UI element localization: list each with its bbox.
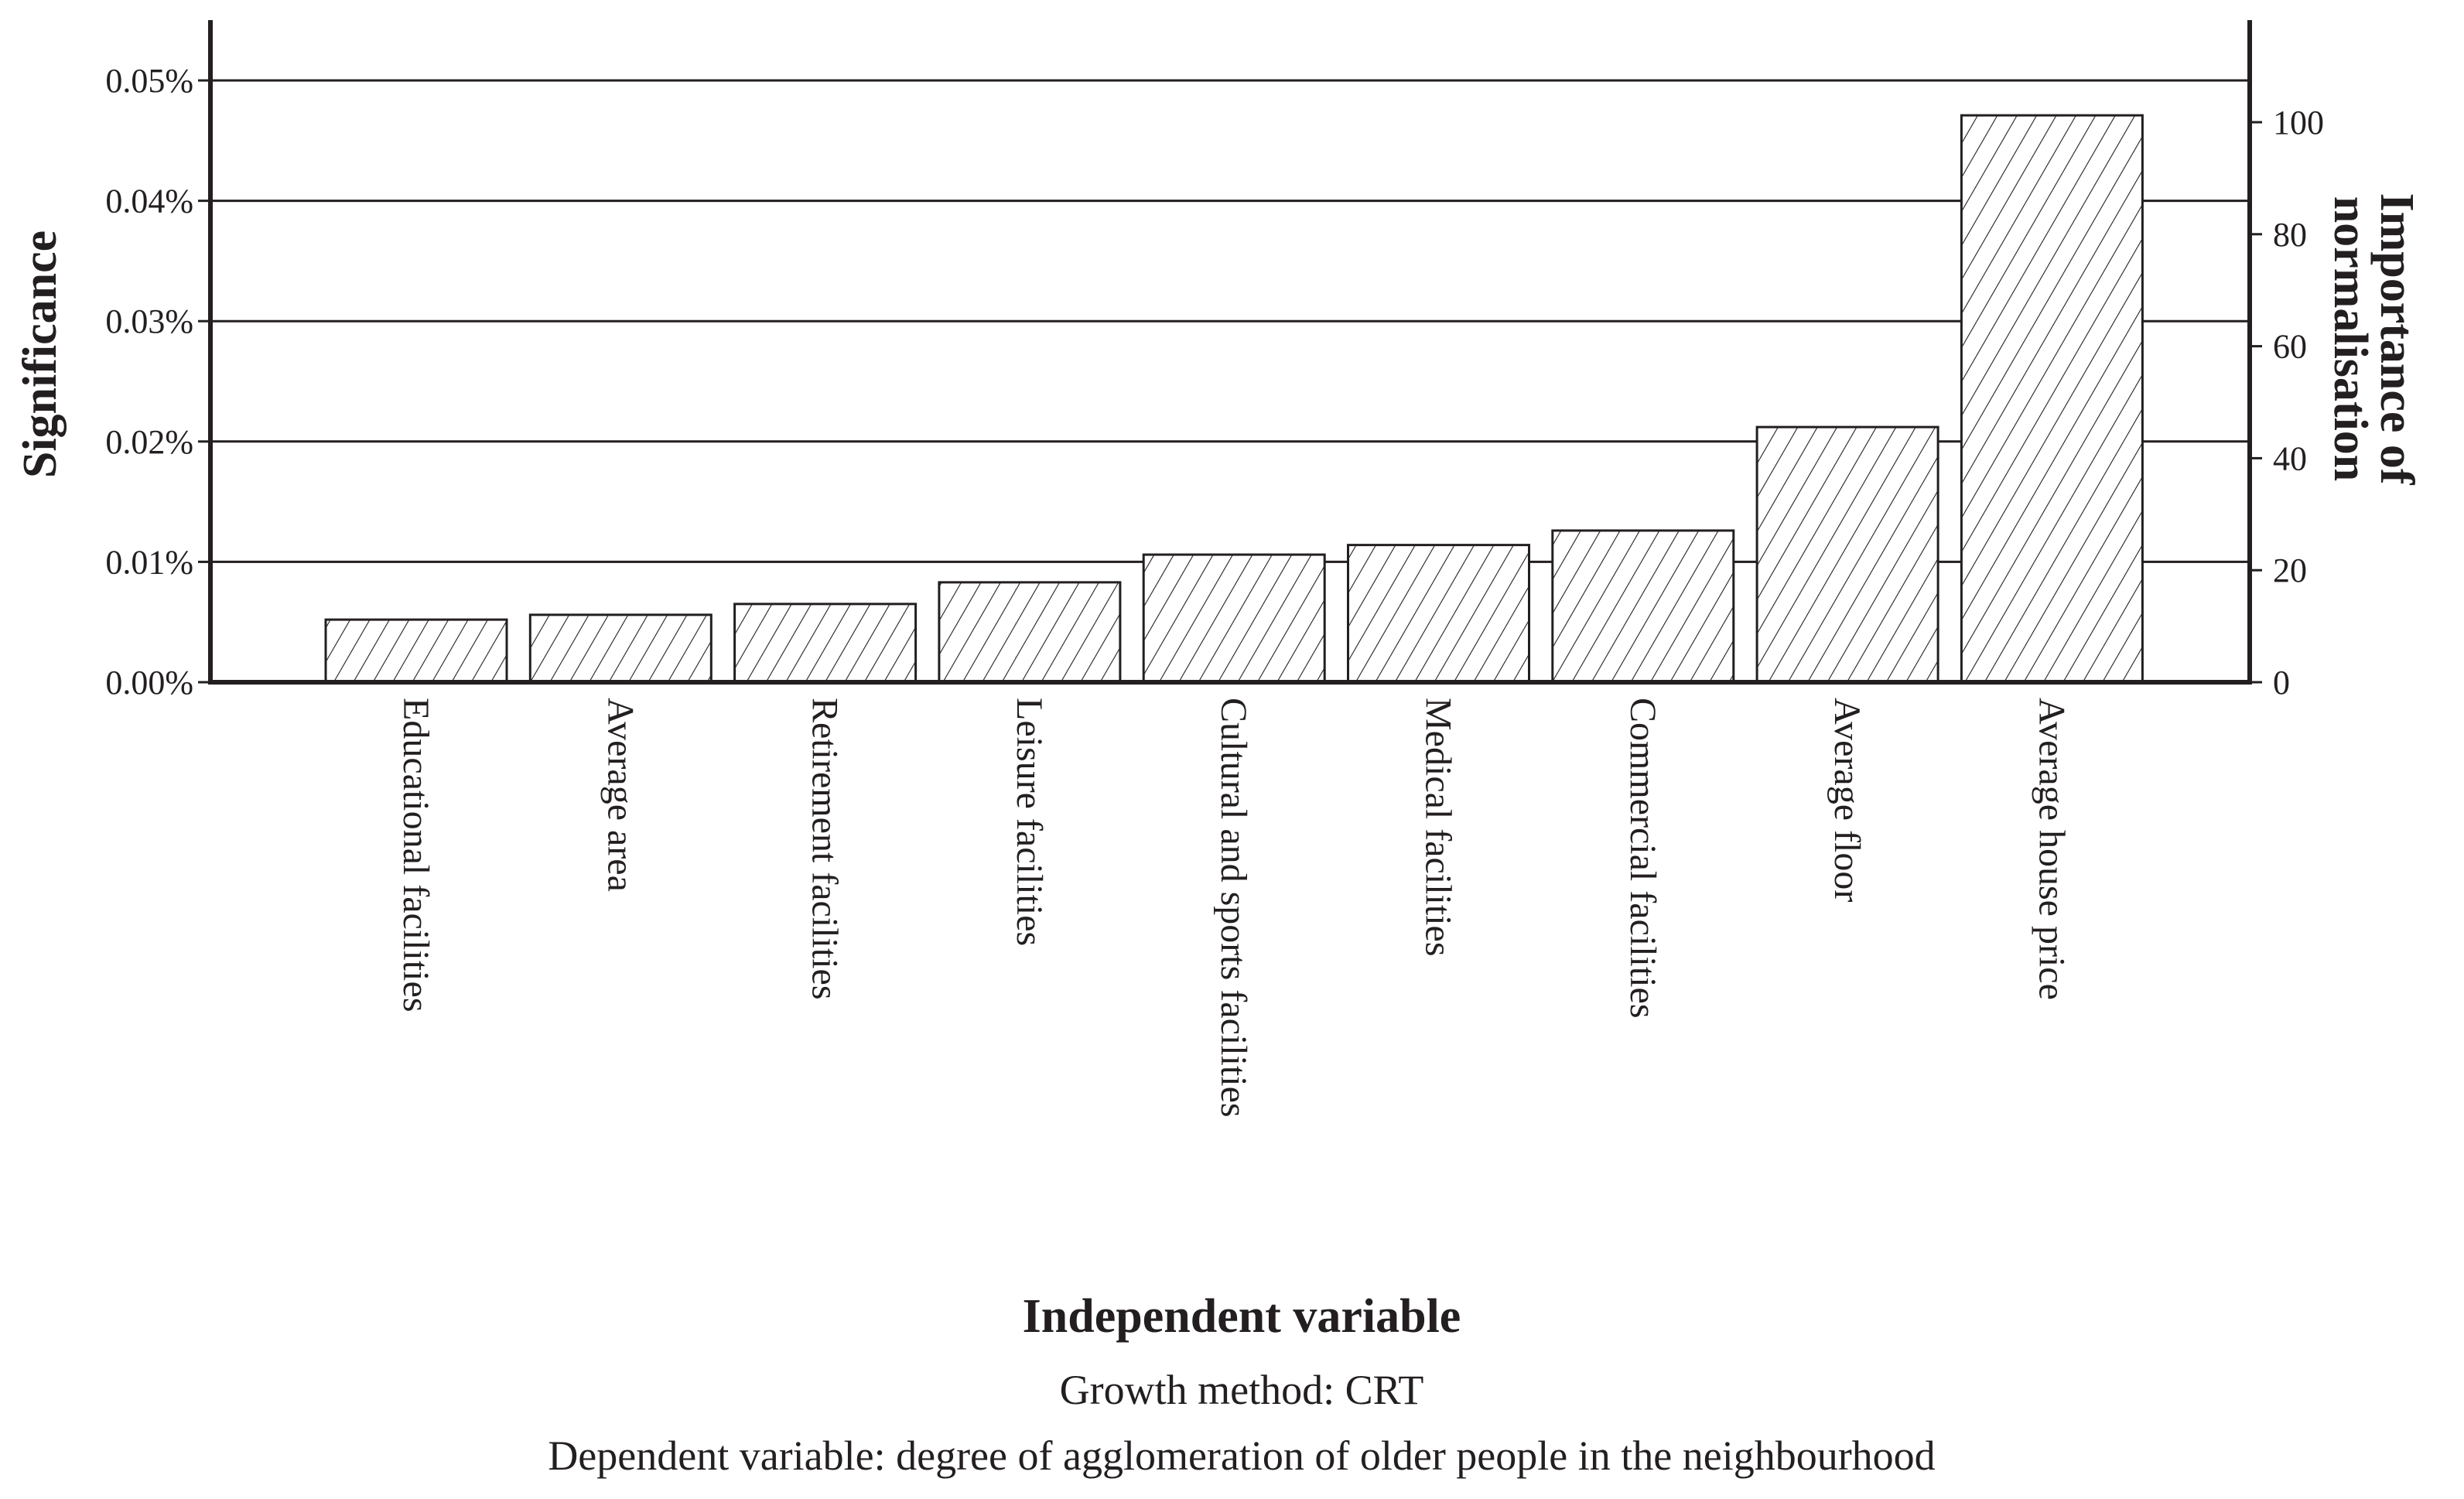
bar <box>1755 425 1939 684</box>
bar <box>324 618 508 684</box>
right-tick-label: 0 <box>2273 664 2290 702</box>
left-tick-label: 0.05% <box>105 62 193 100</box>
left-tick-label: 0.03% <box>105 302 193 340</box>
category-label: Average floor <box>1827 698 1868 902</box>
bars <box>324 114 2144 684</box>
bar <box>733 603 918 684</box>
bar <box>1347 544 1530 684</box>
right-axis-title: Importance ofnormalisation <box>2324 193 2423 485</box>
left-tick-label: 0.00% <box>105 664 193 702</box>
left-tick-label: 0.04% <box>105 183 193 220</box>
bar <box>1551 529 1735 684</box>
left-tick-label: 0.02% <box>105 423 193 461</box>
right-tick-label: 60 <box>2273 328 2307 366</box>
category-label: Retirement facilities <box>805 698 846 1000</box>
category-label: Educational facilities <box>395 698 436 1012</box>
left-axis-ticks: 0.00% 0.01% 0.02% 0.03% 0.04% 0.05% <box>105 62 210 702</box>
category-labels: Educational facilities Average area Retire… <box>395 698 2072 1118</box>
caption-growth-method: Growth method: CRT <box>1060 1367 1424 1413</box>
left-axis-title: Significance <box>14 230 67 478</box>
caption-dependent-variable: Dependent variable: degree of agglomerat… <box>548 1432 1935 1479</box>
right-axis-ticks: 0 20 40 60 80 100 <box>2250 104 2324 702</box>
right-tick-label: 100 <box>2273 104 2324 142</box>
bar <box>528 613 713 684</box>
bar <box>938 581 1122 684</box>
bar <box>1142 553 1326 684</box>
right-tick-label: 20 <box>2273 551 2307 589</box>
right-tick-label: 80 <box>2273 216 2307 254</box>
category-label: Medical facilities <box>1418 698 1459 957</box>
category-label: Average area <box>600 698 641 892</box>
right-tick-label: 40 <box>2273 439 2307 477</box>
category-label: Average house price <box>2031 698 2072 1000</box>
axes <box>208 20 2252 685</box>
category-label: Leisure facilities <box>1009 698 1050 946</box>
category-label: Commercial facilities <box>1622 698 1663 1019</box>
left-tick-label: 0.01% <box>105 543 193 581</box>
category-label: Cultural and sports facilities <box>1213 698 1254 1118</box>
gridlines <box>210 79 2250 563</box>
x-axis-title: Independent variable <box>1023 1290 1461 1343</box>
bar <box>1960 114 2144 684</box>
